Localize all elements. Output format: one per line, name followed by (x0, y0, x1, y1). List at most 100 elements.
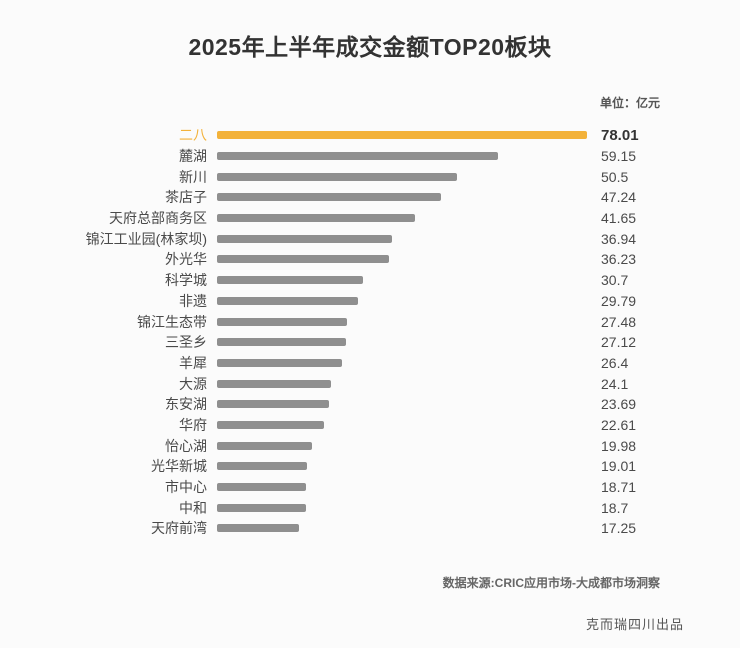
bar (217, 276, 363, 285)
bar (217, 193, 442, 202)
bar-value: 27.48 (601, 313, 637, 330)
chart-row: 羊犀 26.4 (0, 353, 740, 374)
chart-row: 非遗 29.79 (0, 291, 740, 312)
bar-track (217, 503, 587, 512)
bar-track (217, 338, 587, 347)
bar-track (217, 234, 587, 243)
bar-track (217, 255, 587, 264)
bar (217, 317, 348, 326)
chart-row: 三圣乡 27.12 (0, 332, 740, 353)
bar-label: 非遗 (179, 292, 207, 309)
bar (217, 400, 330, 409)
bar-label: 二八 (179, 127, 207, 144)
bar-value: 47.24 (601, 189, 637, 206)
bar (217, 214, 415, 223)
bar-value: 19.98 (601, 437, 637, 454)
bar-value: 36.94 (601, 230, 637, 247)
bar (217, 296, 359, 305)
bar-track (217, 358, 587, 367)
chart-row: 怡心湖 19.98 (0, 435, 740, 456)
bar-value: 24.1 (601, 375, 629, 392)
bar-label: 中和 (179, 499, 207, 516)
bar-value: 50.5 (601, 168, 629, 185)
bar-track (217, 317, 587, 326)
bar (217, 462, 308, 471)
chart-row: 新川 50.5 (0, 166, 740, 187)
bar-track (217, 400, 587, 409)
bar-track (217, 214, 587, 223)
bar (217, 503, 306, 512)
chart-row: 光华新城 19.01 (0, 456, 740, 477)
bar (217, 420, 325, 429)
bar-value: 29.79 (601, 292, 637, 309)
chart-row: 华府 22.61 (0, 415, 740, 436)
bar-track (217, 276, 587, 285)
bar (217, 152, 498, 161)
bar-label: 东安湖 (165, 396, 207, 413)
bar-track (217, 131, 587, 140)
bar-label: 三圣乡 (165, 334, 207, 351)
bar-track (217, 172, 587, 181)
bar-value: 18.71 (601, 479, 637, 496)
bar-track (217, 441, 587, 450)
bar-label: 市中心 (165, 479, 207, 496)
chart-row: 天府总部商务区 41.65 (0, 208, 740, 229)
bar-label: 新川 (179, 168, 207, 185)
bar (217, 172, 457, 181)
bar-track (217, 379, 587, 388)
bar-value: 19.01 (601, 458, 637, 475)
producer-credit: 克而瑞四川出品 (585, 617, 684, 632)
bar-value: 41.65 (601, 210, 637, 227)
bar-track (217, 462, 587, 471)
chart-row: 科学城 30.7 (0, 270, 740, 291)
chart-row: 麓湖 59.15 (0, 146, 740, 167)
chart-row: 外光华 36.23 (0, 249, 740, 270)
bar-track (217, 420, 587, 429)
bar-label: 科学城 (165, 272, 207, 289)
chart-row: 大源 24.1 (0, 373, 740, 394)
bar-label: 羊犀 (179, 354, 207, 371)
bar-value: 36.23 (601, 251, 637, 268)
bar-label: 锦江生态带 (137, 313, 207, 330)
bar-label: 茶店子 (165, 189, 207, 206)
bar-track (217, 152, 587, 161)
bar (217, 524, 299, 533)
chart-rows: 二八 78.01 麓湖 59.15 新川 50.5 茶店子 47.24 天府总部商务区 41.65… (0, 125, 740, 539)
chart-row: 中和 18.7 (0, 497, 740, 518)
bar (217, 441, 312, 450)
chart-row: 茶店子 47.24 (0, 187, 740, 208)
bar (217, 255, 389, 264)
bar-label: 华府 (179, 416, 207, 433)
bar-label: 外光华 (165, 251, 207, 268)
page-title: 2025年上半年成交金额TOP20板块 (188, 34, 552, 60)
bar-label: 麓湖 (179, 148, 207, 165)
bar (217, 338, 346, 347)
chart-row: 天府前湾 17.25 (0, 518, 740, 539)
bar-label: 光华新城 (151, 458, 207, 475)
bar (217, 379, 332, 388)
bar (217, 234, 393, 243)
bar-value: 26.4 (601, 354, 629, 371)
bar-value: 59.15 (601, 148, 637, 165)
bar-track (217, 483, 587, 492)
bar-label: 天府总部商务区 (109, 210, 207, 227)
unit-label: 单位：亿元 (599, 96, 660, 110)
bar-chart: 二八 78.01 麓湖 59.15 新川 50.5 茶店子 47.24 天府总部商务区 41.65… (0, 125, 740, 539)
chart-row: 市中心 18.71 (0, 477, 740, 498)
bar-value: 23.69 (601, 396, 637, 413)
bar-label: 天府前湾 (151, 520, 207, 537)
data-source: 数据来源:CRIC应用市场-大成都市场洞察 (442, 576, 660, 590)
bar-label: 锦江工业园(林家坝) (85, 230, 207, 247)
bar-value: 78.01 (601, 126, 639, 144)
chart-row: 二八 78.01 (0, 125, 740, 146)
bar-track (217, 524, 587, 533)
bar (217, 131, 587, 140)
bar-track (217, 193, 587, 202)
bar-value: 27.12 (601, 334, 637, 351)
bar (217, 483, 306, 492)
bar (217, 358, 343, 367)
bar-track (217, 296, 587, 305)
chart-row: 东安湖 23.69 (0, 394, 740, 415)
chart-row: 锦江生态带 27.48 (0, 311, 740, 332)
